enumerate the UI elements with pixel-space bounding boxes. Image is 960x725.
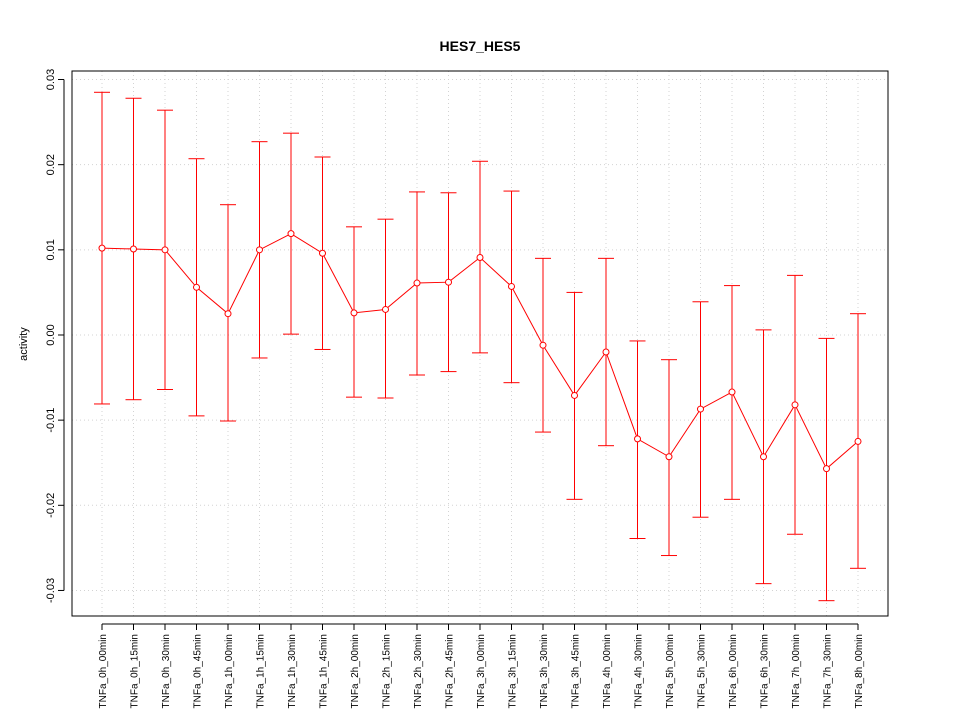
x-tick-label: TNFa_2h_15min xyxy=(382,634,393,708)
plot-frame xyxy=(71,70,889,617)
chart-title: HES7_HES5 xyxy=(440,38,521,54)
data-point xyxy=(350,309,358,317)
y-tick-label: -0.01 xyxy=(45,408,57,433)
data-point xyxy=(130,245,137,253)
data-point xyxy=(602,348,610,356)
data-point xyxy=(508,282,515,290)
x-tick-label: TNFa_1h_00min xyxy=(224,634,235,708)
y-tick-label: 0.00 xyxy=(45,324,57,345)
data-point xyxy=(665,453,673,461)
x-tick-label: TNFa_4h_30min xyxy=(634,634,645,708)
x-tick-label: TNFa_0h_00min xyxy=(98,634,109,708)
data-point xyxy=(382,305,389,313)
x-tick-label: TNFa_6h_30min xyxy=(760,634,771,708)
x-tick-label: TNFa_1h_15min xyxy=(256,634,267,708)
x-tick-label: TNFa_3h_30min xyxy=(539,634,550,708)
data-point xyxy=(256,246,263,254)
x-tick-label: TNFa_5h_00min xyxy=(665,634,676,708)
x-tick-label: TNFa_2h_30min xyxy=(413,634,424,708)
data-point xyxy=(193,283,200,291)
data-point xyxy=(634,435,641,443)
x-tick-label: TNFa_1h_45min xyxy=(319,634,330,708)
x-tick-label: TNFa_6h_00min xyxy=(728,634,739,708)
data-point xyxy=(98,244,106,252)
x-tick-label: TNFa_1h_30min xyxy=(287,634,298,708)
data-point xyxy=(728,388,736,396)
y-tick-label: 0.03 xyxy=(45,69,57,90)
y-tick-label: 0.02 xyxy=(45,154,57,175)
data-point xyxy=(697,405,704,413)
x-tick-label: TNFa_7h_30min xyxy=(823,634,834,708)
data-point xyxy=(791,401,799,409)
x-tick-label: TNFa_3h_45min xyxy=(571,634,582,708)
data-point xyxy=(823,465,830,473)
data-point xyxy=(571,391,578,399)
data-point xyxy=(854,437,862,445)
x-tick-label: TNFa_0h_15min xyxy=(130,634,141,708)
data-point xyxy=(161,246,169,254)
x-tick-label: TNFa_0h_45min xyxy=(193,634,204,708)
y-axis-label: activity xyxy=(18,327,30,361)
x-tick-label: TNFa_3h_15min xyxy=(508,634,519,708)
x-tick-label: TNFa_5h_30min xyxy=(697,634,708,708)
x-tick-label: TNFa_0h_30min xyxy=(161,634,172,708)
series-activity xyxy=(94,91,866,602)
data-point xyxy=(319,249,326,257)
y-tick-label: -0.03 xyxy=(45,578,57,603)
x-tick-label: TNFa_4h_00min xyxy=(602,634,613,708)
data-point xyxy=(539,341,547,349)
x-tick-label: TNFa_2h_45min xyxy=(445,634,456,708)
data-point xyxy=(224,310,232,318)
data-point xyxy=(287,230,295,238)
data-point xyxy=(413,279,421,287)
axes: -0.03 -0.02 -0.01 0.00 0.01 0.02 0.03 TNFa_0h_0… xyxy=(45,69,865,709)
x-tick-label: TNFa_7h_00min xyxy=(791,634,802,708)
data-point xyxy=(445,278,452,286)
x-tick-label: TNFa_3h_00min xyxy=(476,634,487,708)
data-point xyxy=(760,453,767,461)
data-point xyxy=(476,253,484,261)
x-tick-label: TNFa_2h_00min xyxy=(350,634,361,708)
y-tick-label: 0.01 xyxy=(45,239,57,260)
x-tick-label: TNFa_8h_00min xyxy=(854,634,865,708)
y-tick-label: -0.02 xyxy=(45,493,57,518)
